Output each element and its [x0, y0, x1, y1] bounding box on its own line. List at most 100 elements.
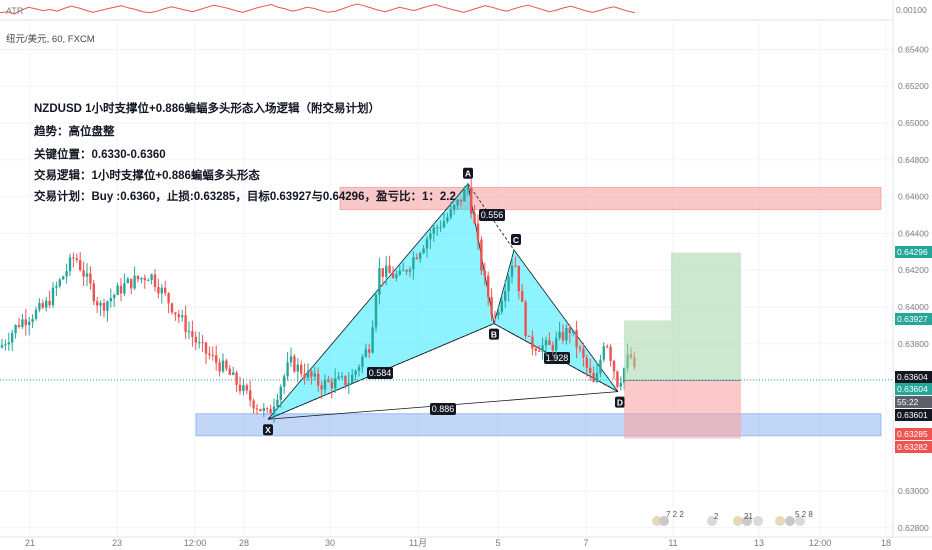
event-icon[interactable] — [733, 516, 743, 526]
stop-loss-box[interactable] — [624, 380, 741, 439]
atr-line — [0, 3, 636, 15]
long-position-tool[interactable] — [624, 252, 741, 439]
pattern-point-c[interactable]: C — [511, 233, 521, 245]
candle-body — [238, 384, 242, 392]
candle-body — [323, 380, 327, 390]
annotation-plan: 交易计划：Buy :0.6360，止损:0.63285，目标0.63927与0.… — [34, 191, 456, 203]
candle-body — [436, 227, 439, 229]
candle-body — [174, 312, 177, 315]
event-icon[interactable] — [775, 516, 785, 526]
price-tick: 0.65200 — [898, 81, 929, 91]
candle-body — [446, 217, 449, 222]
candle-body — [249, 390, 252, 401]
candle-body — [575, 330, 578, 348]
candle-body — [208, 353, 211, 355]
event-count: 7 2 2 — [666, 510, 684, 519]
candle-body — [551, 344, 554, 351]
price-axis-label: 0.63604 — [895, 383, 932, 395]
svg-text:D: D — [617, 398, 623, 408]
time-tick: 5 — [495, 538, 500, 548]
candle-body — [147, 280, 150, 282]
target1-box[interactable] — [624, 320, 671, 381]
candle-body — [34, 309, 38, 319]
candle-body — [283, 376, 286, 387]
candle-body — [255, 408, 259, 410]
candle-body — [599, 359, 602, 374]
candle-body — [201, 342, 204, 344]
pattern-point-b[interactable]: B — [489, 328, 499, 340]
candle-body — [62, 276, 65, 280]
candle-body — [354, 370, 357, 375]
svg-text:0.584: 0.584 — [369, 368, 392, 378]
pattern-point-d[interactable]: D — [615, 396, 625, 408]
candle-body — [391, 273, 395, 279]
pattern-ratio: 0.584 — [367, 367, 393, 379]
candle-body — [395, 274, 398, 279]
candle-body — [4, 344, 7, 346]
candle-body — [609, 346, 612, 361]
candle-body — [412, 257, 415, 270]
candle-body — [123, 283, 126, 294]
time-axis[interactable]: 21 23 12:00 28 30 11月 5 7 11 13 12:00 18 — [25, 538, 891, 548]
candle-body — [38, 303, 41, 310]
time-tick: 12:00 — [184, 538, 207, 548]
candle-body — [388, 265, 391, 274]
svg-text:1.928: 1.928 — [546, 353, 569, 363]
price-tick: 0.64200 — [898, 265, 929, 275]
candle-body — [504, 291, 507, 301]
candle-body — [113, 294, 116, 299]
candle-body — [337, 376, 340, 379]
time-tick: 18 — [881, 538, 891, 548]
candle-body — [89, 273, 92, 284]
candle-body — [456, 199, 459, 206]
symbol-line[interactable]: 纽元/美元, 60, FXCM — [6, 34, 95, 45]
candle-body — [463, 189, 466, 202]
candle-body — [7, 342, 10, 345]
candle-body — [555, 337, 558, 351]
pattern-point-x[interactable]: X — [263, 424, 273, 436]
candle-body — [242, 385, 245, 392]
resistance-zone[interactable] — [339, 186, 882, 211]
svg-text:0.556: 0.556 — [481, 210, 504, 220]
candle-body — [187, 331, 191, 333]
event-icon[interactable] — [707, 516, 717, 526]
candle-body — [497, 311, 500, 316]
candle-body — [51, 287, 55, 306]
candle-body — [313, 373, 316, 377]
candle-body — [45, 300, 48, 308]
candle-body — [232, 372, 235, 375]
candle-body — [340, 375, 344, 377]
candle-body — [385, 265, 388, 277]
candle-body — [204, 342, 208, 354]
candle-body — [24, 319, 27, 325]
candle-body — [531, 336, 534, 349]
candle-body — [228, 368, 231, 375]
event-count: 5 2 8 — [795, 510, 813, 519]
svg-text:0.886: 0.886 — [432, 404, 455, 414]
candle-body — [286, 362, 289, 377]
candle-body — [398, 270, 401, 275]
candle-body — [11, 333, 14, 343]
annotation-logic: 交易逻辑：1小时支撑位+0.886蝙蝠多头形态 — [34, 170, 260, 182]
price-tick: 0.65000 — [898, 118, 929, 128]
candle-body — [75, 258, 78, 260]
price-tick: 0.63000 — [898, 486, 929, 496]
candle-body — [184, 315, 187, 332]
candle-body — [55, 285, 58, 288]
price-axis[interactable]: 0.65400 0.65200 0.65000 0.64800 0.64600 0.644… — [898, 44, 929, 532]
candle-body — [160, 287, 163, 294]
economic-events[interactable] — [652, 516, 805, 526]
pattern-point-a[interactable]: A — [463, 167, 473, 179]
target2-box[interactable] — [671, 252, 741, 381]
candle-body — [0, 345, 4, 348]
annotation-title: NZDUSD 1小时支撑位+0.886蝙蝠多头形态入场逻辑（附交易计划） — [34, 103, 380, 115]
candle-body — [320, 385, 323, 390]
candle-body — [276, 399, 279, 407]
event-icon[interactable] — [652, 516, 662, 526]
candle-body — [405, 270, 408, 272]
candle-body — [225, 360, 228, 369]
candle-body — [538, 350, 541, 352]
candle-body — [14, 325, 17, 334]
candle-body — [487, 275, 490, 298]
